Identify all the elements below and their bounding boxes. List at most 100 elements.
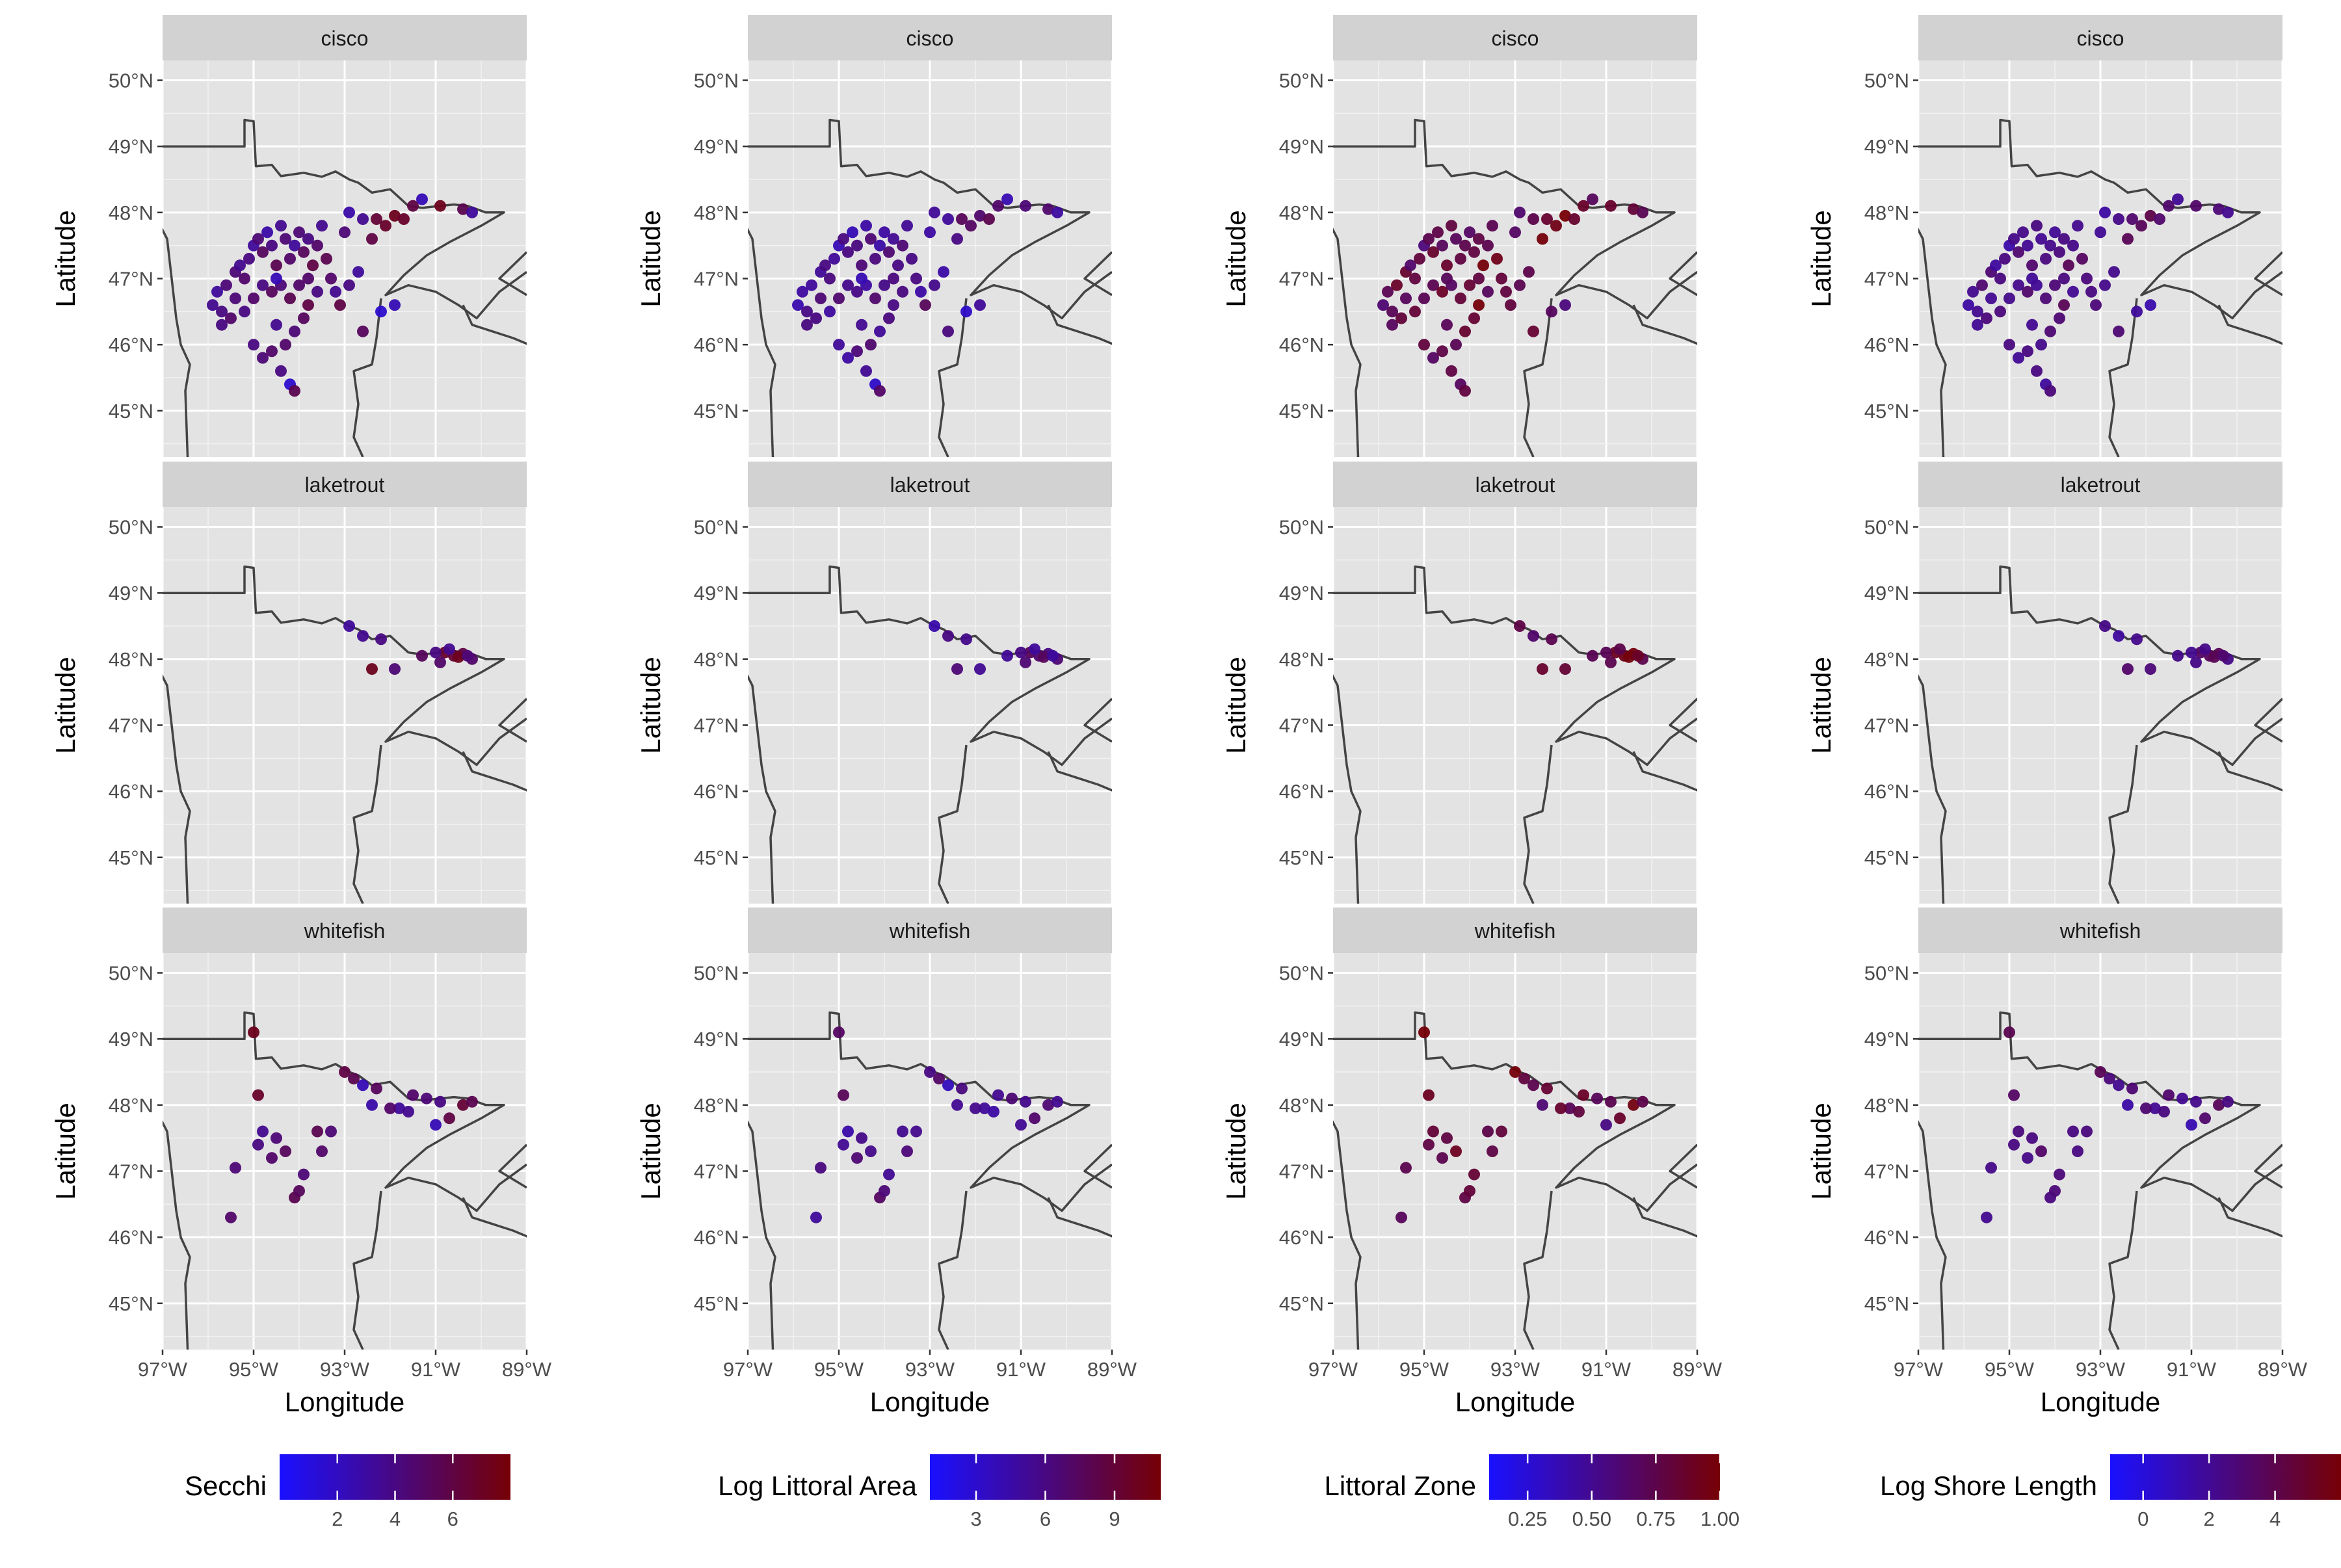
data-point (888, 272, 899, 285)
state-border-line (2254, 251, 2282, 296)
y-tick-label: 48°N (1864, 648, 1909, 671)
data-point (1500, 285, 1512, 298)
data-point (838, 1089, 849, 1101)
state-border-line (1523, 298, 1553, 457)
colorbar-tick-label: 0.50 (1572, 1508, 1611, 1530)
y-tick-label: 48°N (109, 202, 153, 224)
state-border-line (1669, 698, 1697, 743)
y-axis-title: Latitude (50, 657, 81, 753)
data-point (1047, 649, 1059, 662)
facet-panel-cisco-2: cisco 50°N 49°N 48°N 47°N 46°N 45°N (694, 15, 1112, 457)
y-tick-label: 45°N (694, 1292, 739, 1315)
data-point (1518, 1073, 1530, 1085)
data-point (2022, 285, 2033, 298)
data-point (1623, 651, 1635, 663)
data-point (1578, 1089, 1589, 1101)
state-border-line (1083, 251, 1112, 296)
data-point (1514, 279, 1526, 291)
data-point (2067, 239, 2079, 252)
x-tick-label: 89°W (2258, 1358, 2308, 1381)
y-tick-label: 46°N (694, 780, 739, 803)
state-border-line (938, 298, 968, 457)
data-point (243, 253, 255, 265)
data-point (2113, 213, 2124, 225)
data-point (1436, 345, 1448, 358)
state-border-line (462, 751, 527, 792)
data-point (1537, 663, 1548, 675)
data-point (1637, 206, 1648, 218)
data-point (1541, 1082, 1553, 1095)
data-point (856, 1132, 867, 1144)
data-point (2026, 259, 2038, 272)
data-point (2049, 279, 2061, 291)
x-tick-label: 97°W (138, 1358, 188, 1381)
x-tick-label: 91°W (996, 1358, 1046, 1381)
x-tick-label: 97°W (723, 1358, 773, 1381)
data-point (942, 325, 954, 337)
data-point (1600, 1119, 1612, 1131)
data-point (992, 200, 1004, 212)
data-point (220, 279, 232, 291)
data-point (915, 285, 927, 298)
state-border-line (462, 304, 527, 345)
data-point (2035, 1145, 2047, 1157)
data-point (1614, 643, 1626, 655)
colorbar-legend-1: Secchi 2 4 6 (185, 1454, 510, 1530)
data-point (302, 299, 314, 311)
y-tick-label: 48°N (1279, 648, 1324, 671)
data-point (298, 312, 310, 324)
y-axis-title: Latitude (1806, 1103, 1836, 1199)
data-point (416, 649, 428, 662)
x-tick-label: 89°W (502, 1358, 552, 1381)
colorbar (1489, 1454, 1720, 1500)
data-point (1042, 203, 1054, 215)
y-tick-label: 45°N (1279, 400, 1324, 423)
y-tick-label: 49°N (109, 135, 153, 158)
data-point (860, 365, 872, 377)
facet-panel-laketrout-4: laketrout 50°N 49°N 48°N 47°N 46°N 45°N (1864, 462, 2282, 904)
facet-strip-label: cisco (2077, 27, 2124, 50)
data-point (879, 1185, 890, 1197)
data-point (230, 293, 241, 304)
y-tick-label: 45°N (1279, 1292, 1324, 1315)
data-point (1985, 293, 1997, 304)
data-point (1441, 319, 1453, 331)
state-border-line (1333, 674, 1362, 904)
state-border-line (1632, 751, 1697, 792)
data-point (979, 1102, 990, 1114)
data-point (1496, 1125, 1507, 1138)
state-border-line (352, 744, 382, 904)
data-point (1459, 325, 1471, 337)
data-point (2013, 352, 2024, 364)
legend-title: Littoral Zone (1325, 1470, 1476, 1501)
data-point (457, 1099, 469, 1111)
data-point (252, 1138, 264, 1151)
data-point (879, 226, 890, 239)
data-point (1523, 266, 1535, 278)
data-point (457, 203, 469, 215)
data-point (2058, 233, 2070, 245)
facet-panel-whitefish-1: whitefish 50°N 49°N 48°N 47°N 46°N 45°N 97°W 95°… (109, 908, 552, 1417)
data-point (2190, 1095, 2202, 1108)
colorbar-tick-label: 3 (970, 1508, 981, 1530)
data-point (1473, 299, 1485, 311)
state-border-line (1523, 1190, 1553, 1350)
data-point (1459, 385, 1471, 397)
data-point (1464, 279, 1475, 291)
data-point (1972, 306, 1983, 318)
x-tick-label: 91°W (411, 1358, 461, 1381)
data-point (1528, 1079, 1539, 1091)
data-point (462, 649, 473, 662)
colorbar-tick-label: 9 (1109, 1508, 1120, 1530)
data-point (1386, 319, 1398, 331)
data-point (1405, 259, 1416, 272)
data-point (1985, 1162, 1997, 1174)
data-point (901, 1145, 913, 1157)
y-axis-title: Latitude (1221, 210, 1251, 307)
facet-panels: cisco 50°N 49°N 48°N 47°N 46°N 45°N cisco 50°N 49… (50, 15, 2308, 1417)
data-point (1496, 272, 1507, 285)
data-point (271, 319, 282, 331)
y-tick-label: 49°N (694, 1028, 739, 1051)
state-border-line (1333, 1120, 1362, 1350)
state-border-line (1523, 744, 1553, 904)
